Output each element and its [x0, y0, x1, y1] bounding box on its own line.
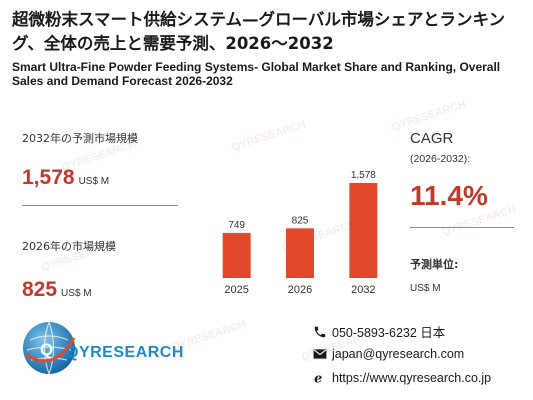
unit-value: US$ M: [410, 283, 441, 294]
current-unit: US$ M: [61, 288, 92, 299]
bar-2032: [349, 183, 378, 278]
watermark: QYRESEARCH: [390, 98, 468, 134]
email-text: japan@qyresearch.com: [332, 347, 465, 361]
tick-label-2025: 2025: [224, 284, 248, 296]
logo-text: QYRESEARCH: [66, 344, 184, 361]
current-number: 825: [22, 278, 58, 301]
qyresearch-logo: Q: [23, 321, 76, 375]
svg-text:e: e: [314, 372, 322, 385]
bar-2026: [286, 228, 314, 278]
divider: [22, 205, 178, 206]
page-subtitle: Smart Ultra-Fine Powder Feeding Systems-…: [12, 60, 501, 88]
tick-label-2026: 2026: [288, 284, 312, 296]
svg-text:Q: Q: [40, 340, 53, 359]
contact-website[interactable]: e https://www.qyresearch.co.jp: [312, 370, 491, 386]
mail-icon: [312, 346, 328, 362]
forecast-value: 1,578 US$ M: [22, 166, 109, 190]
current-label: 2026年の市場規模: [22, 240, 116, 253]
data-label-2026: 825: [292, 215, 309, 226]
unit-label: 予測単位:: [410, 258, 459, 271]
cagr-label: CAGR: [410, 130, 454, 147]
current-value: 825 US$ M: [22, 278, 92, 302]
bar-2025: [222, 232, 251, 278]
divider: [410, 227, 514, 228]
cagr-period: (2026-2032):: [410, 153, 471, 165]
data-label-2032: 1,578: [351, 170, 376, 181]
website-text: https://www.qyresearch.co.jp: [332, 371, 492, 385]
page-title: 超微粉末スマート供給システム—グローバル市場シェアとランキング、全体の売上と需要…: [12, 10, 506, 53]
watermark: QYRESEARCH: [230, 118, 308, 154]
bar-chart: 749 2025 825 2026 1,578 2032: [222, 170, 378, 296]
contact-phone[interactable]: 050-5893-6232 日本: [312, 322, 445, 341]
tick-label-2032: 2032: [351, 284, 375, 296]
browser-icon: e: [312, 370, 328, 386]
data-label-2025: 749: [228, 220, 245, 231]
cagr-value: 11.4%: [410, 180, 488, 211]
phone-text: 050-5893-6232 日本: [332, 326, 446, 340]
phone-icon: [312, 324, 328, 340]
forecast-number: 1,578: [22, 166, 75, 189]
contact-email[interactable]: japan@qyresearch.com: [312, 346, 464, 362]
forecast-label: 2032年の予測市場規模: [22, 132, 138, 145]
forecast-unit: US$ M: [78, 176, 110, 187]
